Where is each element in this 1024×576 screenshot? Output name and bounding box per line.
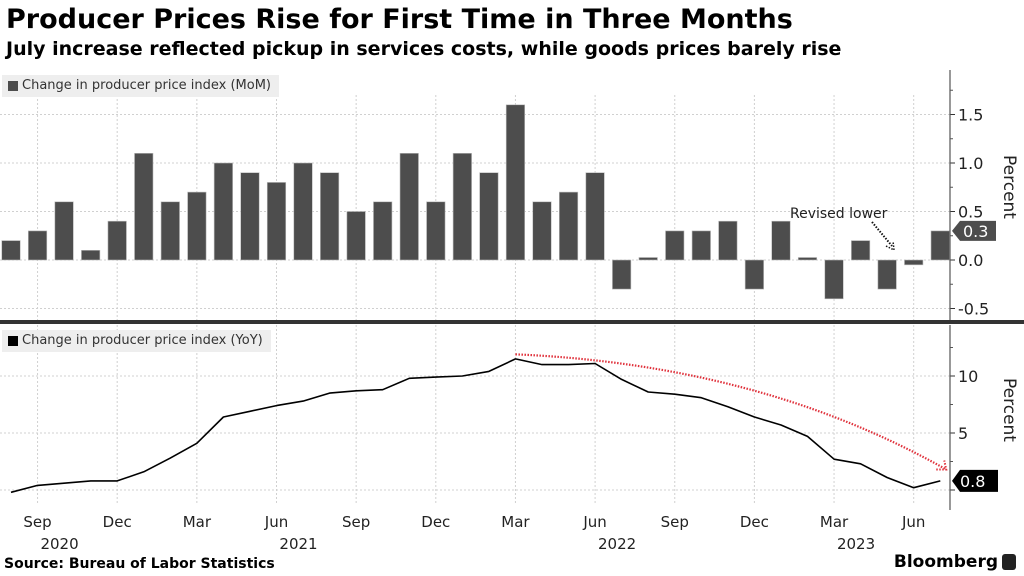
mom-bar (612, 259, 632, 290)
yoy-legend-swatch (8, 335, 18, 346)
mom-bar (718, 220, 738, 261)
mom-bar (558, 191, 579, 261)
top-ylabel: Percent (999, 155, 1019, 219)
xtick-month-label: Dec (740, 513, 769, 531)
xtick-month-label: Sep (23, 513, 51, 531)
mom-bar (27, 230, 48, 261)
bottom-ytick-label: 5 (958, 424, 968, 443)
mom-bar (744, 259, 764, 290)
mom-bar (824, 259, 844, 300)
brand-name: Bloomberg (893, 552, 998, 572)
panel-divider (0, 320, 1024, 324)
mom-last-value-label: 0.3 (963, 222, 988, 241)
source-note: Source: Bureau of Labor Statistics (4, 556, 275, 572)
mom-bar (293, 162, 313, 261)
xtick-month-label: Mar (820, 513, 849, 531)
chart-subtitle: July increase reflected pickup in servic… (6, 38, 842, 60)
mom-bar (930, 230, 950, 261)
yoy-last-value-tag (952, 469, 998, 492)
revised-arrow-icon (871, 221, 893, 247)
mom-bar (346, 211, 366, 261)
bloomberg-brand: Bloomberg (894, 552, 1016, 572)
mom-last-value-tag (952, 220, 996, 241)
trend-arrow-icon (515, 353, 947, 471)
xtick-year-label: 2021 (279, 535, 317, 553)
xtick-year-label: 2020 (40, 535, 78, 553)
mom-bar (797, 257, 818, 261)
trend-arrowhead-icon (936, 460, 948, 471)
bottom-ytick-label: 10 (958, 367, 978, 386)
yoy-legend-label: Change in producer price index (YoY) (22, 333, 263, 348)
mom-legend: Change in producer price index (MoM) (2, 75, 279, 97)
mom-bar (877, 259, 897, 290)
mom-bars (1, 104, 950, 300)
mom-bar (213, 162, 233, 261)
revised-lower-annotation: Revised lower (790, 206, 888, 222)
mom-bar (904, 259, 924, 266)
mom-bar (240, 172, 260, 261)
mom-bar (532, 201, 552, 261)
mom-bar (399, 153, 419, 261)
xtick-year-label: 2023 (837, 535, 875, 553)
xtick-month-label: Mar (501, 513, 530, 531)
xtick-month-label: Dec (421, 513, 450, 531)
mom-bar (81, 250, 101, 261)
xtick-month-label: Sep (342, 513, 370, 531)
mom-bar (107, 220, 127, 261)
mom-bar (160, 201, 180, 261)
mom-bar (134, 153, 154, 261)
mom-bar (452, 153, 472, 261)
top-ytick-label: 0.5 (958, 203, 983, 222)
mom-bar (479, 172, 499, 261)
mom-bar (585, 172, 605, 261)
xtick-month-label: Jun (582, 513, 606, 531)
top-ytick-label: 1.0 (958, 154, 983, 173)
mom-bar (505, 104, 526, 261)
mom-bar (1, 240, 21, 261)
mom-bar (54, 201, 74, 261)
yoy-last-value-label: 0.8 (960, 472, 985, 491)
top-ytick-label: -0.5 (958, 300, 989, 319)
xtick-month-label: Dec (103, 513, 132, 531)
top-ytick-label: 1.5 (958, 106, 983, 125)
top-ytick-label: 0.0 (958, 251, 983, 270)
xtick-month-label: Jun (264, 513, 288, 531)
mom-bar (187, 191, 207, 261)
mom-bar (426, 201, 446, 261)
bottom-ylabel: Percent (999, 378, 1019, 442)
xtick-month-label: Jun (901, 513, 925, 531)
mom-bar (638, 257, 658, 261)
mom-bar (320, 172, 340, 261)
mom-bar (266, 182, 287, 261)
mom-bar (771, 220, 791, 261)
xtick-month-label: Sep (661, 513, 689, 531)
mom-bar (691, 230, 711, 261)
axes: -0.5 0.0 0.5 1.0 1.5 5 10 0.3 0.8 Sep Dec Mar Jun Sep… (0, 70, 1024, 553)
yoy-line-group (10, 353, 948, 494)
mom-legend-label: Change in producer price index (MoM) (22, 78, 271, 93)
mom-bar (373, 201, 393, 261)
xtick-month-label: Mar (183, 513, 212, 531)
xtick-year-label: 2022 (598, 535, 636, 553)
mom-legend-swatch (8, 80, 18, 91)
mom-bar (851, 240, 871, 261)
bottom-grid (0, 325, 950, 505)
yoy-line (10, 358, 941, 494)
yoy-legend: Change in producer price index (YoY) (2, 330, 271, 352)
chart-title: Producer Prices Rise for First Time in T… (6, 4, 793, 35)
bloomberg-logo-icon (1002, 554, 1016, 570)
mom-bar (665, 230, 685, 261)
